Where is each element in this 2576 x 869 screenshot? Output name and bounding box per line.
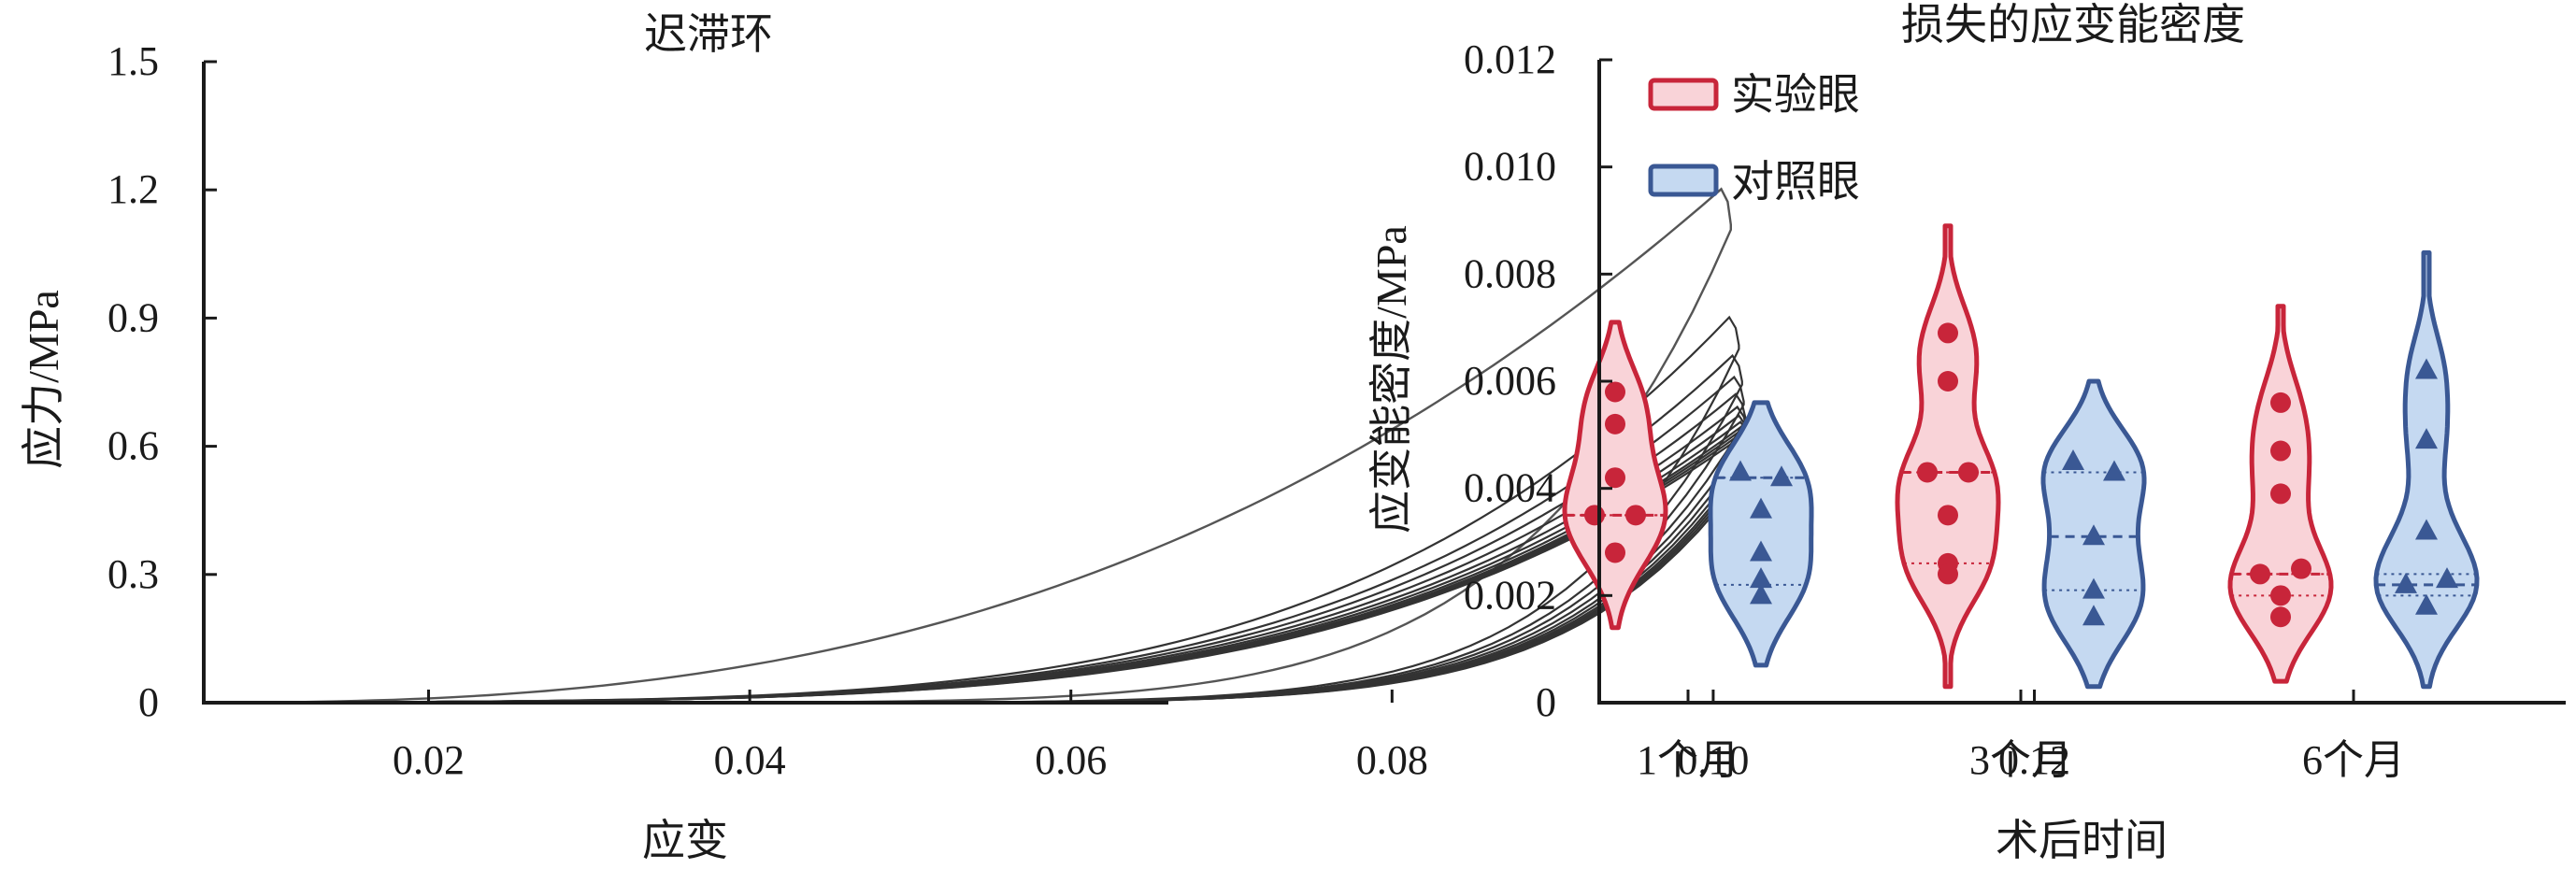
violin-y-axis-title: 应变能密度/MPa xyxy=(1367,225,1415,534)
hysteresis-x-ticks: 0.02 0.04 0.06 0.08 0.10 0.12 xyxy=(393,690,2070,783)
violin-data-point xyxy=(2270,606,2291,628)
violin-data-point xyxy=(1605,467,1625,489)
hysteresis-x-tick-label: 0.08 xyxy=(1356,737,1428,783)
violin-experimental-1 xyxy=(1562,320,1668,631)
violin-data-point xyxy=(1958,462,1979,483)
violin-data-point xyxy=(2415,358,2438,379)
hysteresis-y-axis-title: 应力/MPa xyxy=(20,290,67,469)
violin-data-point xyxy=(1605,381,1625,403)
violin-control-2 xyxy=(2040,378,2147,690)
violin-data-point xyxy=(2270,440,2291,462)
violin-data-point xyxy=(2082,577,2105,599)
violin-title: 损失的应变能密度 xyxy=(1901,1,2245,49)
violin-data-point xyxy=(2270,585,2291,606)
hysteresis-y-tick-label: 0.3 xyxy=(107,551,159,597)
hysteresis-x-tick-label: 0.06 xyxy=(1035,737,1107,783)
violin-data-point xyxy=(1938,371,1958,392)
violin-shape xyxy=(2373,249,2480,690)
violin-data-point xyxy=(1938,563,1958,585)
violin-data-point xyxy=(1605,413,1625,434)
violin-data-point xyxy=(2436,567,2458,589)
violin-y-tick-label: 0.006 xyxy=(1464,358,1556,404)
violin-shape xyxy=(1708,400,1814,668)
legend-label-control: 对照眼 xyxy=(1731,158,1860,206)
violin-y-tick-label: 0.008 xyxy=(1464,250,1556,296)
hysteresis-y-tick-label: 0.9 xyxy=(107,294,159,340)
violin-data-point xyxy=(2103,460,2125,481)
violin-data-point xyxy=(1625,505,1646,526)
violin-y-tick-label: 0 xyxy=(1536,679,1556,725)
violin-data-point xyxy=(2270,392,2291,413)
violin-category-label: 1个月 xyxy=(1637,737,1739,783)
violin-x-ticks: 1个月 3个月 6个月 xyxy=(1637,690,2405,783)
violin-data-point xyxy=(2291,558,2311,579)
violin-data-point xyxy=(2082,524,2105,546)
hysteresis-title: 迟滞环 xyxy=(644,10,773,58)
violin-data-point xyxy=(2415,593,2438,615)
violin-y-tick-label: 0.002 xyxy=(1464,572,1556,618)
violin-experimental-3 xyxy=(2227,304,2334,684)
hysteresis-y-ticks: 0 0.3 0.6 0.9 1.2 1.5 xyxy=(107,38,217,725)
violin-category-label: 6个月 xyxy=(2302,737,2405,783)
hysteresis-y-tick-label: 0.6 xyxy=(107,423,159,469)
violin-legend: 实验眼 对照眼 xyxy=(1648,71,1860,206)
violin-series xyxy=(1562,223,2480,690)
violin-y-ticks: 0 0.002 0.004 0.006 0.008 0.010 0.012 xyxy=(1464,36,1612,725)
hysteresis-x-tick-label: 0.12 xyxy=(1998,737,2070,783)
violin-data-point xyxy=(1605,542,1625,563)
legend-swatch-control xyxy=(1648,164,1719,197)
violin-data-point xyxy=(2062,449,2084,470)
hysteresis-y-tick-label: 1.2 xyxy=(107,166,159,212)
violin-shape xyxy=(1895,223,2001,690)
hysteresis-loop-6 xyxy=(203,405,1749,705)
legend-item-experimental: 实验眼 xyxy=(1648,71,1860,119)
violin-data-point xyxy=(1938,505,1958,526)
hysteresis-x-axis-title: 应变 xyxy=(642,817,728,864)
violin-data-point xyxy=(1750,567,1772,589)
legend-item-control: 对照眼 xyxy=(1648,158,1860,206)
violin-data-point xyxy=(2415,519,2438,540)
hysteresis-x-tick-label: 0.10 xyxy=(1677,737,1749,783)
violin-data-point xyxy=(1584,505,1605,526)
violin-data-point xyxy=(2250,563,2270,585)
legend-swatch-experimental xyxy=(1648,78,1719,111)
violin-data-point xyxy=(2415,428,2438,449)
violin-data-point xyxy=(2270,483,2291,505)
hysteresis-y-tick-label: 0 xyxy=(138,679,159,725)
violin-y-tick-label: 0.010 xyxy=(1464,144,1556,190)
violin-control-1 xyxy=(1708,400,1814,668)
violin-data-point xyxy=(1917,462,1938,483)
violin-y-tick-label: 0.012 xyxy=(1464,36,1556,82)
violin-data-point xyxy=(1729,460,1752,481)
violin-category-label: 3个月 xyxy=(1969,737,2072,783)
violin-y-tick-label: 0.004 xyxy=(1464,465,1556,511)
violin-data-point xyxy=(2082,605,2105,626)
violin-control-3 xyxy=(2373,249,2480,690)
legend-label-experimental: 实验眼 xyxy=(1731,71,1860,119)
violin-data-point xyxy=(1750,497,1772,519)
violin-experimental-2 xyxy=(1895,223,2001,690)
violin-data-point xyxy=(1750,540,1772,562)
violin-data-point xyxy=(1770,465,1793,487)
hysteresis-x-tick-label: 0.04 xyxy=(714,737,786,783)
hysteresis-x-tick-label: 0.02 xyxy=(393,737,465,783)
violin-data-point xyxy=(1750,583,1772,605)
violin-x-axis-title: 术后时间 xyxy=(1996,817,2168,864)
violin-data-point xyxy=(2395,572,2417,593)
violin-chart: 损失的应变能密度 0 0.002 0.004 0.006 0.008 0.010 0.012… xyxy=(1367,1,2566,864)
violin-data-point xyxy=(1938,322,1958,344)
hysteresis-y-tick-label: 1.5 xyxy=(107,38,159,84)
